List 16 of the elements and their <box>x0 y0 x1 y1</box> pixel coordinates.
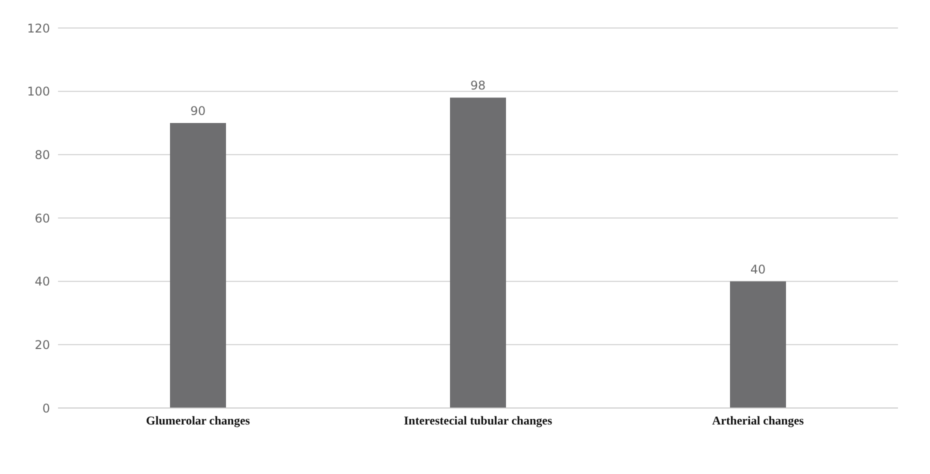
y-tick-label: 80 <box>34 148 50 162</box>
x-tick-label: Glumerolar changes <box>146 414 250 428</box>
data-label: 98 <box>470 78 486 93</box>
bar <box>730 281 786 408</box>
y-tick-label: 120 <box>27 21 50 36</box>
y-tick-label: 60 <box>34 211 50 226</box>
data-label: 90 <box>190 104 206 118</box>
x-tick-label: Artherial changes <box>712 414 804 428</box>
y-tick-label: 40 <box>34 274 50 289</box>
bar <box>450 98 506 408</box>
x-tick-label: Interestecial tubular changes <box>404 414 552 428</box>
y-tick-label: 100 <box>27 84 50 99</box>
data-label: 40 <box>750 262 766 276</box>
y-tick-label: 0 <box>42 401 50 416</box>
y-tick-label: 20 <box>34 338 50 352</box>
bar <box>170 123 226 408</box>
